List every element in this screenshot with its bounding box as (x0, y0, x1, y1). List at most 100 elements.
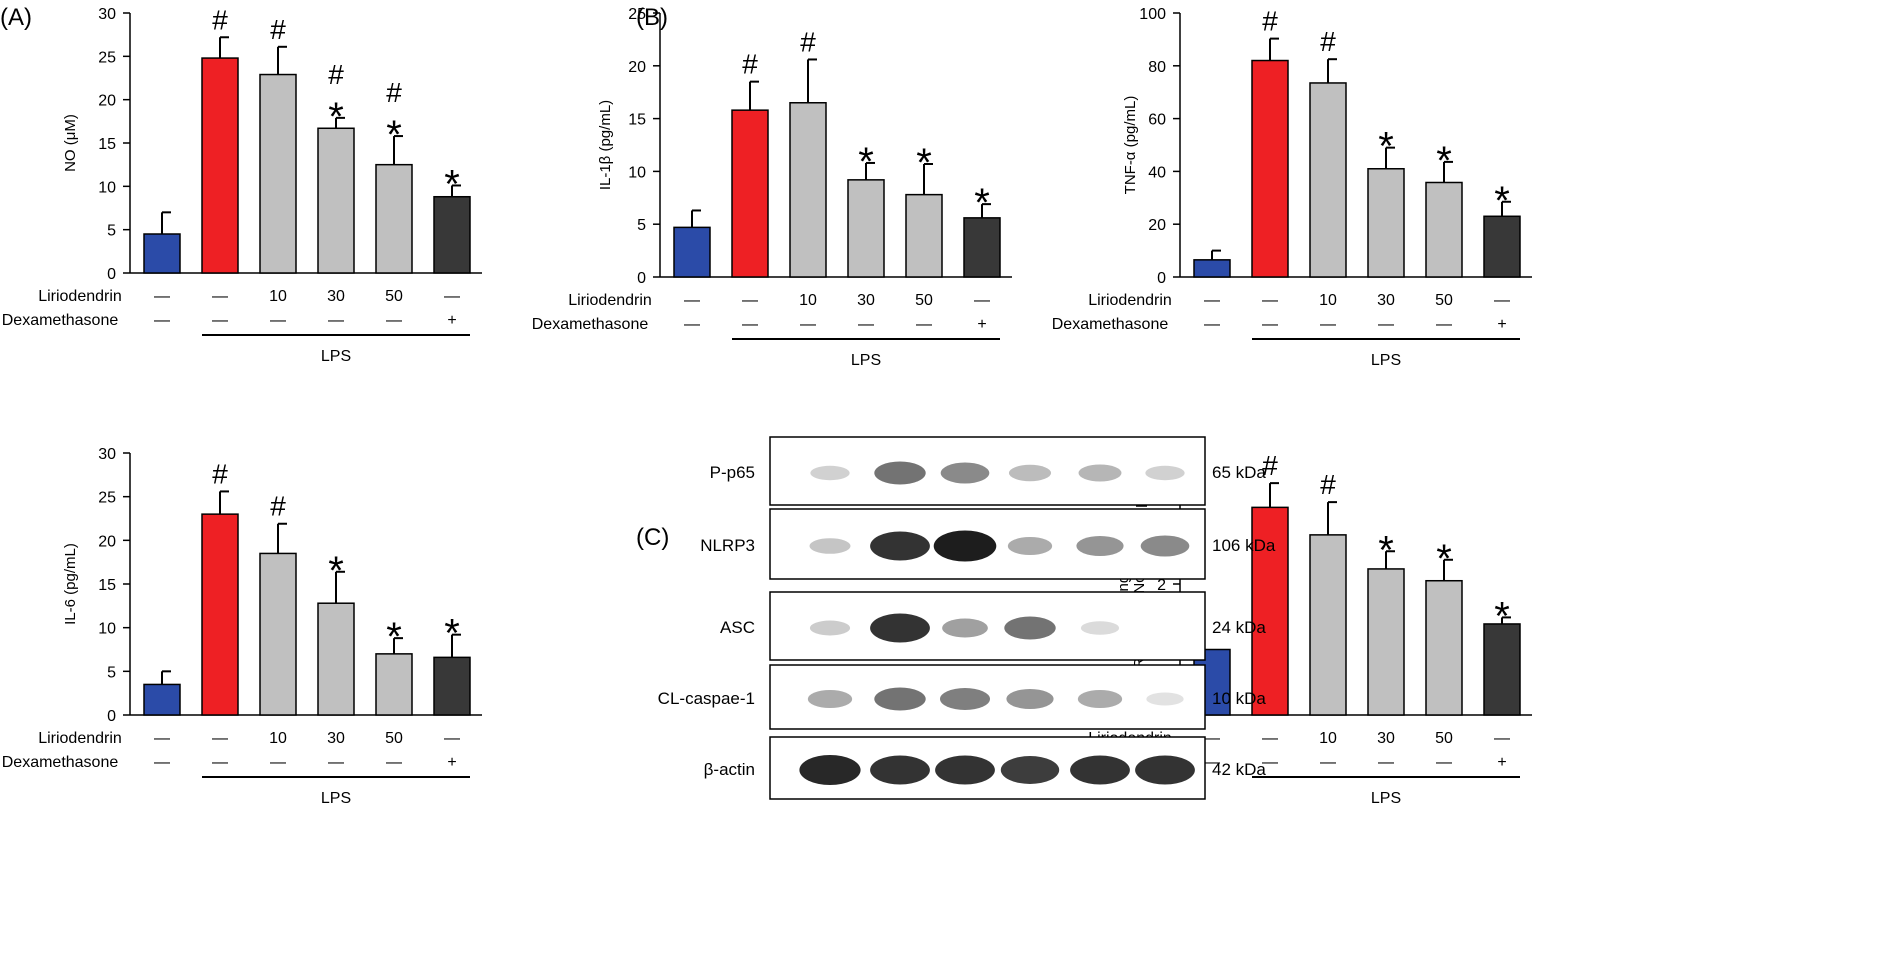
bar (905, 193, 943, 278)
chart-il1b: 0 5 10 15 20 25 IL-1β (pg/mL) # # * * * Liriodendrin… (532, 6, 1012, 369)
condition-cell: + (977, 316, 986, 333)
condition-cell: — (270, 312, 286, 329)
blot-band (1076, 536, 1124, 556)
condition-cell: — (154, 730, 170, 747)
y-tick-label: 40 (1148, 164, 1166, 181)
condition-cell: — (1494, 292, 1510, 309)
blot-band (1000, 756, 1060, 784)
y-tick-label: 0 (637, 270, 646, 287)
condition-cell: — (1204, 754, 1220, 771)
significance-star: * (916, 141, 932, 185)
condition-cell: — (154, 312, 170, 329)
condition-cell: — (1262, 316, 1278, 333)
bar (1251, 59, 1289, 278)
bar (433, 656, 471, 716)
row-label-dexamethasone: Dexamethasone (1052, 316, 1169, 333)
condition-cell: — (742, 292, 758, 309)
condition-cell: 10 (269, 288, 287, 305)
condition-cell: 30 (327, 288, 345, 305)
condition-cell: 50 (1435, 730, 1453, 747)
bar (317, 127, 355, 274)
y-tick-label: 0 (107, 266, 116, 283)
condition-cell: — (386, 754, 402, 771)
y-tick-label: 80 (1148, 59, 1166, 76)
significance-hash: # (212, 4, 228, 35)
condition-cell: — (1378, 316, 1394, 333)
y-tick-label: 20 (628, 59, 646, 76)
y-tick-label: 2 (1157, 577, 1166, 594)
bar (1309, 82, 1347, 278)
significance-star: * (444, 162, 460, 206)
significance-star: * (974, 181, 990, 225)
condition-cell: — (1262, 730, 1278, 747)
blot-protein-label: ASC (720, 618, 755, 637)
condition-cell: — (328, 754, 344, 771)
bar (1483, 623, 1521, 716)
condition-cell: — (742, 316, 758, 333)
blot-band (870, 755, 930, 785)
y-tick-label: 0 (1157, 270, 1166, 287)
condition-cell: 10 (1319, 292, 1337, 309)
blot-band (940, 688, 990, 710)
blot-band (807, 690, 853, 708)
condition-cell: — (1204, 292, 1220, 309)
condition-cell: — (1378, 754, 1394, 771)
condition-cell: 50 (915, 292, 933, 309)
significance-star: * (1494, 179, 1510, 223)
condition-cell: — (1436, 754, 1452, 771)
condition-cell: — (916, 316, 932, 333)
blot-band (1004, 616, 1056, 640)
significance-hash: # (328, 59, 344, 90)
condition-cell: — (444, 288, 460, 305)
significance-star: * (444, 612, 460, 656)
blot-band (1135, 755, 1195, 785)
lps-label: LPS (1371, 790, 1401, 807)
bar (731, 109, 769, 278)
condition-cell: — (800, 316, 816, 333)
blot-band (1077, 690, 1123, 708)
bar (259, 73, 297, 274)
blot-band (1078, 464, 1122, 482)
bar (673, 226, 711, 278)
condition-cell: — (212, 754, 228, 771)
bar (1367, 168, 1405, 278)
blot-band (874, 687, 926, 711)
blot-band (874, 461, 926, 485)
y-axis-label: NO (μM) (62, 114, 79, 172)
blot-protein-label: β-actin (704, 760, 755, 779)
significance-star: * (1436, 139, 1452, 183)
condition-cell: — (386, 312, 402, 329)
condition-cell: 10 (269, 730, 287, 747)
bar (1425, 181, 1463, 278)
y-tick-label: 15 (98, 136, 116, 153)
blot-band (810, 465, 850, 481)
y-tick-label: 0 (107, 708, 116, 725)
significance-star: * (1494, 594, 1510, 638)
condition-cell: 30 (1377, 730, 1395, 747)
blot-band (1006, 689, 1054, 709)
chart-il6: 0 5 10 15 20 25 30 IL-6 (pg/mL) # # * * * Liriodendri… (2, 446, 482, 807)
y-tick-label: 10 (628, 164, 646, 181)
significance-hash: # (1262, 6, 1278, 37)
condition-cell: — (270, 754, 286, 771)
significance-star: * (1378, 528, 1394, 572)
condition-cell: + (1497, 316, 1506, 333)
blot-protein-label: P-p65 (710, 463, 755, 482)
bar (1367, 568, 1405, 716)
blot-band (1008, 464, 1052, 482)
condition-cell: — (684, 292, 700, 309)
y-tick-label: 30 (98, 6, 116, 23)
row-label-liriodendrin: Liriodendrin (38, 288, 122, 305)
y-tick-label: 25 (628, 6, 646, 23)
condition-cell: — (212, 312, 228, 329)
bar (1309, 534, 1347, 716)
condition-cell: — (444, 730, 460, 747)
significance-star: * (858, 140, 874, 184)
blot-band (1007, 537, 1053, 555)
blot-row: CL-caspae-1 10 kDa (658, 664, 1266, 730)
condition-cell: — (858, 316, 874, 333)
blot-kda-label: 24 kDa (1212, 618, 1266, 637)
condition-cell: — (1204, 316, 1220, 333)
blot-band (1146, 692, 1184, 706)
y-tick-label: 25 (98, 490, 116, 507)
